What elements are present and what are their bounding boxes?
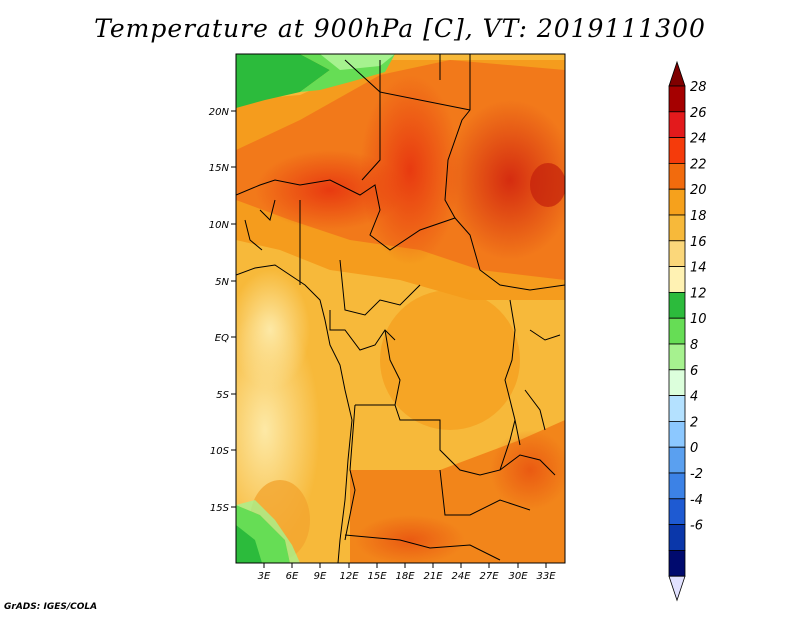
longitude-labels: 3E 6E 9E 12E 15E 18E 21E 24E 27E 30E 33E	[258, 571, 557, 582]
temperature-field	[236, 54, 565, 563]
lon-label: 27E	[479, 571, 499, 582]
lon-label: 6E	[286, 571, 299, 582]
country-borders	[236, 54, 565, 563]
colorbar-bottom-arrow	[668, 575, 686, 602]
colorbar-swatch	[668, 111, 686, 139]
lat-label: 10N	[209, 220, 230, 231]
colorbar-label: 26	[690, 106, 707, 121]
footer-credit: GrADS: IGES/COLA	[4, 602, 98, 612]
colorbar	[668, 60, 686, 602]
lat-label: 5S	[216, 390, 229, 401]
colorbar-label: 24	[690, 132, 707, 147]
lat-label: EQ	[215, 333, 229, 344]
colorbar-label: -4	[690, 493, 703, 508]
axis-ticks	[231, 110, 547, 568]
lon-label: 3E	[258, 571, 271, 582]
colorbar-label: -2	[690, 467, 703, 482]
colorbar-label: 22	[690, 157, 707, 172]
colorbar-swatch	[668, 317, 686, 345]
colorbar-swatch	[668, 188, 686, 216]
lon-label: 21E	[423, 571, 443, 582]
colorbar-label: 6	[690, 364, 698, 379]
colorbar-swatch	[668, 550, 686, 577]
lon-label: 30E	[508, 571, 528, 582]
lat-label: 20N	[209, 107, 230, 118]
lat-label: 15S	[210, 503, 230, 514]
colorbar-label: 14	[690, 261, 707, 276]
colorbar-label: 8	[690, 338, 698, 353]
lon-label: 12E	[339, 571, 359, 582]
lon-label: 18E	[395, 571, 415, 582]
colorbar-label: 2	[690, 415, 698, 430]
lon-label: 33E	[536, 571, 556, 582]
colorbar-swatch	[668, 85, 686, 113]
colorbar-top-arrow	[668, 60, 686, 87]
lon-label: 15E	[367, 571, 387, 582]
colorbar-swatch	[668, 266, 686, 293]
colorbar-swatch	[668, 369, 686, 396]
lon-label: 24E	[451, 571, 471, 582]
colorbar-swatch	[668, 291, 686, 319]
colorbar-swatch	[668, 137, 686, 164]
colorbar-swatch	[668, 498, 686, 525]
colorbar-swatch	[668, 472, 686, 500]
map-frame	[235, 53, 566, 564]
latitude-labels: 20N 15N 10N 5N EQ 5S 10S 15S	[209, 107, 230, 514]
colorbar-swatch	[668, 524, 686, 551]
colorbar-label: -6	[690, 519, 703, 534]
colorbar-swatch	[668, 214, 686, 242]
colorbar-swatch	[668, 343, 686, 371]
colorbar-label: 28	[690, 80, 707, 95]
colorbar-label: 20	[690, 183, 707, 198]
colorbar-label: 0	[690, 441, 698, 456]
colorbar-label: 18	[690, 209, 707, 224]
lat-label: 15N	[209, 163, 230, 174]
colorbar-swatch	[668, 395, 686, 422]
colorbar-swatch	[668, 240, 686, 268]
chart-title: Temperature at 900hPa [C], VT: 201911130…	[94, 14, 706, 43]
colorbar-label: 12	[690, 286, 707, 301]
colorbar-label: 10	[690, 312, 707, 327]
colorbar-swatch	[668, 446, 686, 474]
colorbar-swatch	[668, 162, 686, 190]
lon-label: 9E	[314, 571, 327, 582]
colorbar-label: 4	[690, 390, 698, 405]
lat-label: 5N	[215, 277, 229, 288]
colorbar-swatch	[668, 420, 686, 448]
lat-label: 10S	[210, 446, 230, 457]
colorbar-label: 16	[690, 235, 707, 250]
